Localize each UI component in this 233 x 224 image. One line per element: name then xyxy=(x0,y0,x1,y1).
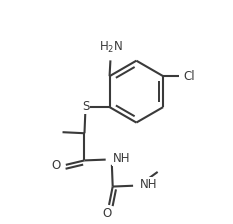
Text: NH: NH xyxy=(140,178,157,191)
Text: H$_2$N: H$_2$N xyxy=(99,40,123,55)
Text: Cl: Cl xyxy=(183,70,195,83)
Text: O: O xyxy=(103,207,112,220)
Text: NH: NH xyxy=(113,152,130,165)
Text: S: S xyxy=(82,99,89,112)
Text: O: O xyxy=(51,159,60,172)
